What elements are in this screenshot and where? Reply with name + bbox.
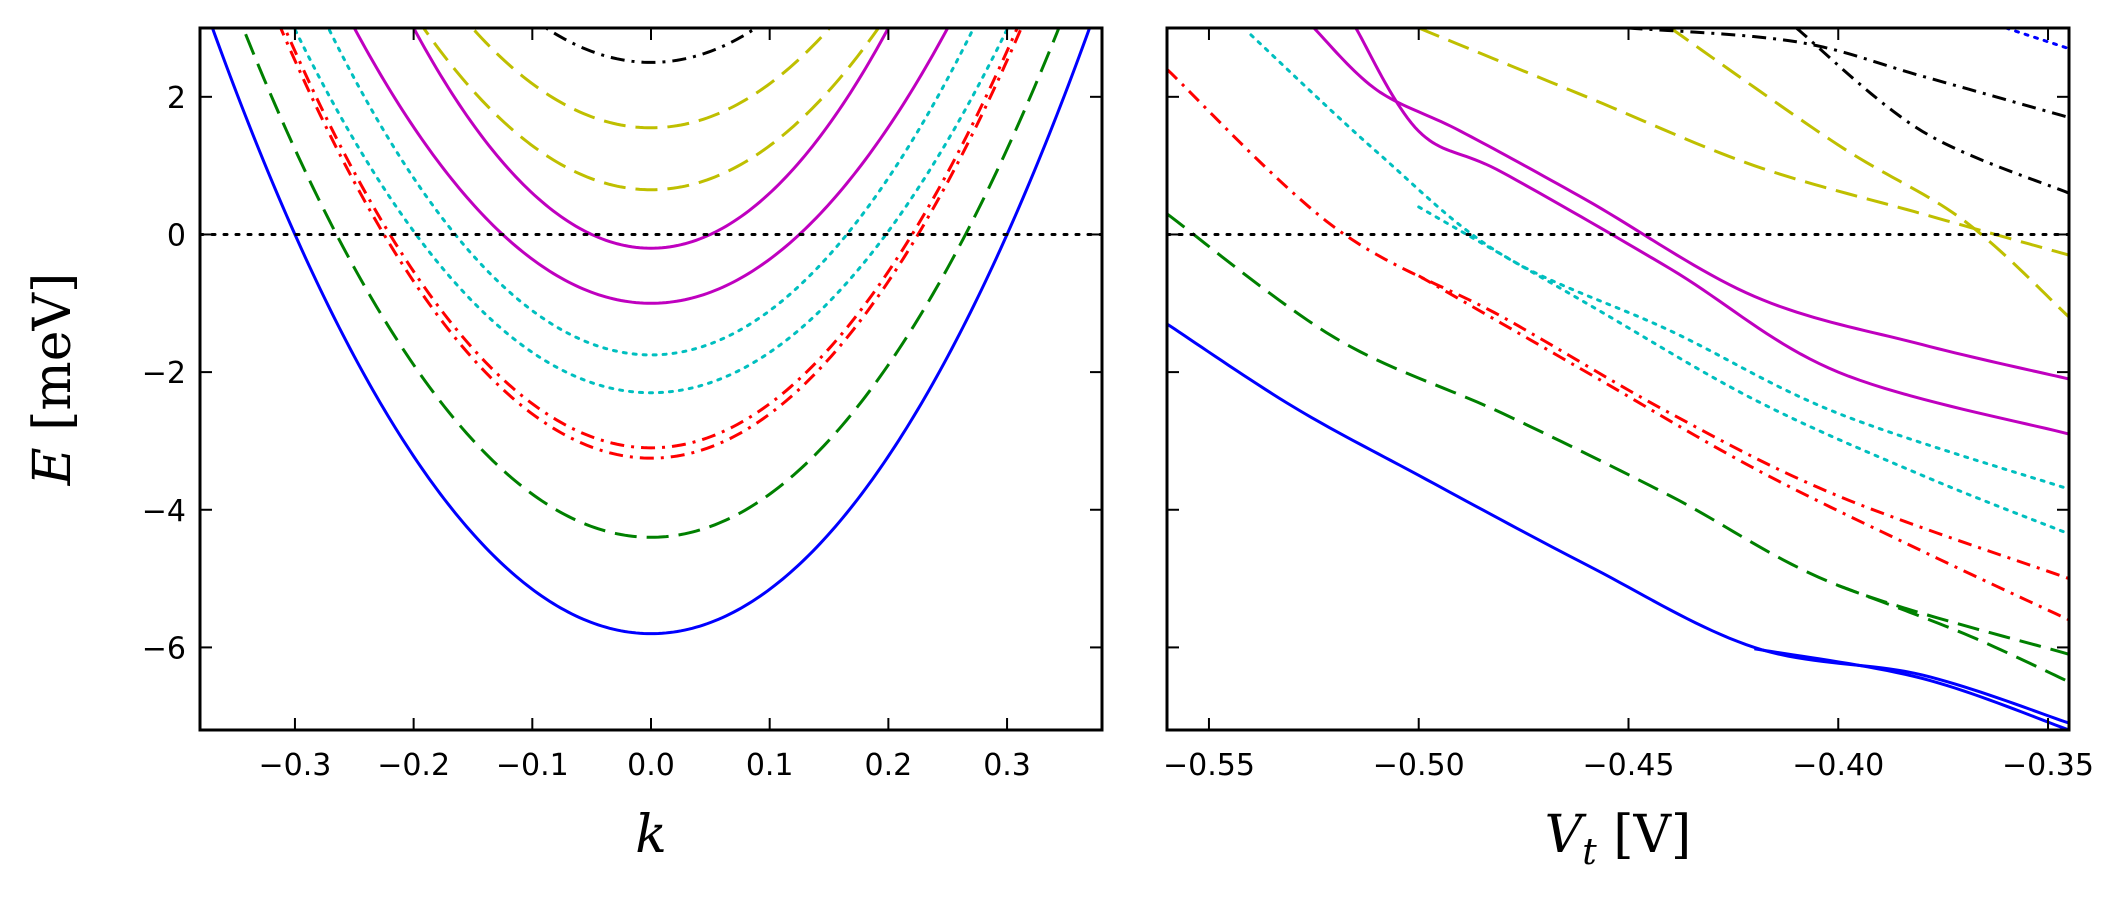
series-band-8 — [411, 28, 891, 250]
y-tick-label: −4 — [142, 494, 186, 529]
series-level-14 — [2004, 28, 2069, 51]
series-level-6 — [1249, 33, 2069, 491]
x-tick-label: −0.55 — [1163, 748, 1255, 783]
y-tick-label: −2 — [142, 356, 186, 391]
x-tick-label: −0.2 — [377, 748, 450, 783]
series-level-12 — [1628, 28, 2069, 119]
x-tick-label: 0.2 — [865, 748, 913, 783]
series-level-2 — [1167, 212, 2069, 656]
series-band-4 — [283, 28, 1019, 450]
series-level-1b — [1754, 647, 2069, 730]
series-band-6 — [326, 28, 976, 357]
series-level-8 — [1312, 28, 2069, 381]
series-band-11 — [543, 28, 759, 64]
series-level-5 — [1417, 274, 2069, 622]
series-level-11 — [1669, 28, 2069, 319]
x-axis-label: Vt [V] — [1545, 805, 1692, 873]
x-tick-label: 0.3 — [983, 748, 1031, 783]
series-level-7 — [1417, 205, 2069, 536]
series-band-5 — [292, 28, 1010, 395]
x-tick-label: −0.1 — [496, 748, 569, 783]
series-band-1 — [210, 28, 1092, 636]
series-band-10 — [470, 28, 832, 130]
y-tick-label: −6 — [142, 631, 186, 666]
x-tick-label: −0.40 — [1792, 748, 1884, 783]
series-level-1a — [1167, 322, 2069, 725]
series-band-9 — [421, 28, 881, 192]
y-tick-label: 0 — [167, 218, 186, 253]
x-tick-label: 0.1 — [746, 748, 794, 783]
x-tick-label: −0.50 — [1373, 748, 1465, 783]
y-axis-label: E [meV] — [23, 273, 83, 487]
y-tick-label: 2 — [167, 81, 186, 116]
x-tick-label: −0.45 — [1583, 748, 1675, 783]
series-band-3 — [279, 28, 1023, 460]
series-level-4 — [1167, 68, 2069, 581]
x-tick-label: −0.35 — [2002, 748, 2094, 783]
x-axis-label: k — [635, 805, 667, 865]
series-level-9 — [1354, 28, 2069, 436]
x-tick-label: −0.3 — [259, 748, 332, 783]
series-band-7 — [352, 28, 950, 305]
series-level-3 — [1837, 584, 2069, 684]
left-panel: −0.3 −0.2 −0.1 0.0 0.1 0.2 0.3 −6 −4 −2 0 2 k E [meV] — [23, 26, 1104, 865]
series-level-13 — [1795, 28, 2069, 195]
x-tick-label: 0.0 — [627, 748, 675, 783]
right-panel: −0.55 −0.50 −0.45 −0.40 −0.35 Vt [V] — [1163, 26, 2094, 873]
axes-frame — [1165, 26, 2071, 732]
series-band-2 — [241, 28, 1061, 539]
series-level-10 — [1418, 28, 2069, 257]
